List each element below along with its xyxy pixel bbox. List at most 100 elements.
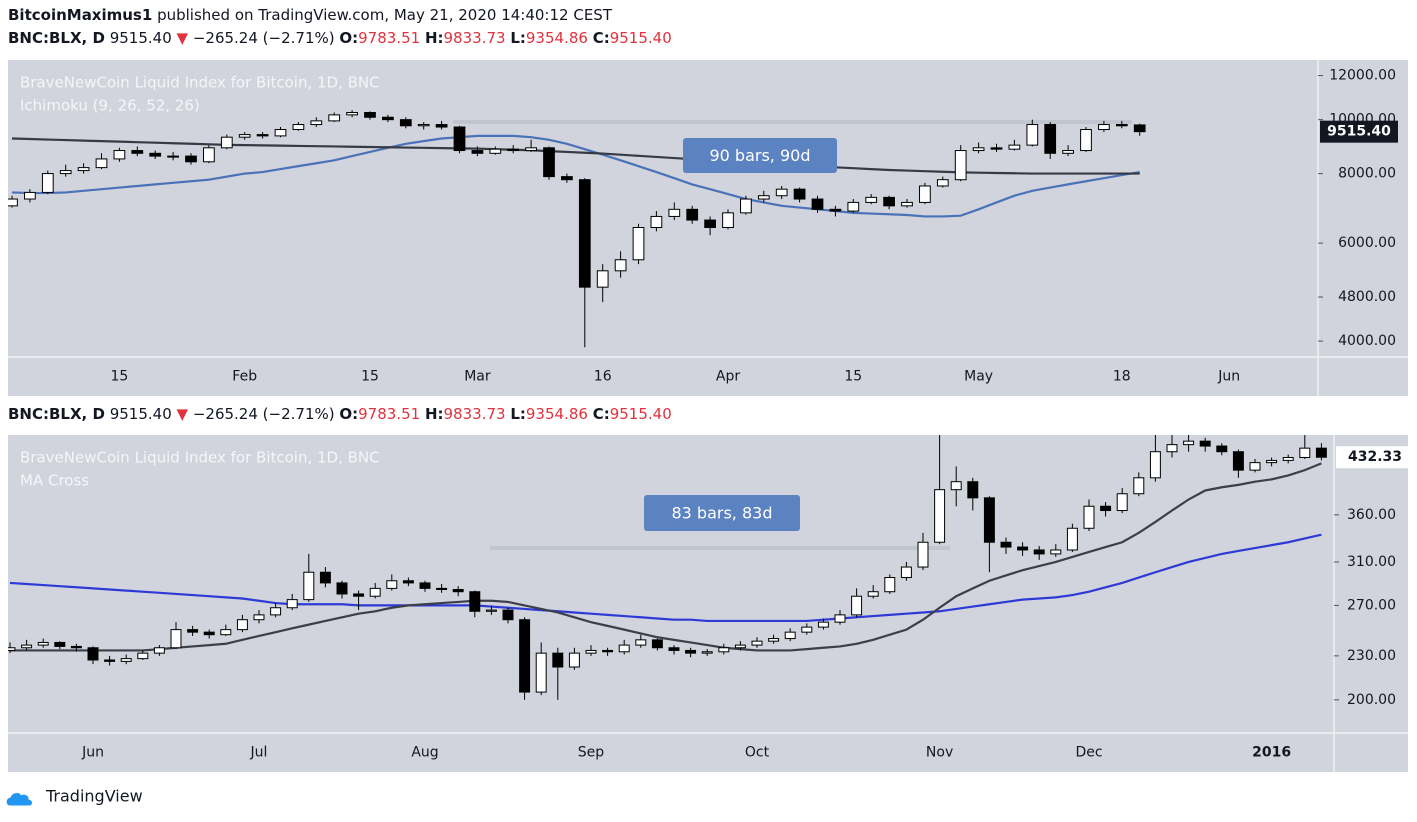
y-tick-label: 310.00 [1347, 554, 1396, 570]
candle-body [543, 147, 555, 178]
candle-body [801, 626, 813, 633]
candle-body [417, 124, 430, 127]
candle-body [303, 571, 315, 601]
candle-body [336, 582, 348, 595]
candle-body [829, 208, 842, 212]
candle-body [701, 651, 713, 654]
candle-body [203, 147, 215, 163]
x-tick-label: May [964, 369, 993, 385]
candle-body [950, 481, 962, 491]
l-label: L: [510, 405, 526, 423]
last: 9515.40 [109, 405, 172, 423]
candle-body [1149, 451, 1161, 479]
symbol-line: BNC:BLX, D 9515.40 ▼ −265.24 (−2.71%) O:… [8, 29, 672, 47]
candle-body [369, 587, 381, 597]
candle-body [21, 644, 33, 649]
x-tick-label: Dec [1075, 745, 1102, 761]
panel-title: BraveNewCoin Liquid Index for Bitcoin, 1… [20, 449, 380, 467]
candle-body [149, 152, 162, 157]
candle-body [59, 170, 72, 175]
x-tick-label: Oct [745, 745, 770, 761]
h-label: H: [424, 29, 444, 47]
candle-body [668, 647, 680, 651]
candle-body [220, 629, 232, 636]
candle-body [113, 150, 126, 160]
candle-body [1033, 549, 1045, 555]
candle-body [635, 639, 647, 646]
candle-body [668, 208, 681, 217]
candle-body [901, 201, 913, 207]
symbol: BNC:BLX, D [8, 29, 105, 47]
plot-area [8, 110, 1146, 348]
candle-body [934, 489, 946, 543]
candle-body [618, 644, 630, 653]
candle-body [614, 259, 627, 272]
candle-body [596, 270, 609, 288]
y-tick-label: 12000.00 [1329, 68, 1396, 84]
candle-body [847, 201, 860, 212]
candle-body [153, 647, 165, 654]
candle-body [137, 652, 149, 660]
candle-body [469, 591, 481, 612]
candle-body [651, 639, 663, 649]
x-tick-label: Mar [464, 369, 491, 385]
y-tick-label: 4000.00 [1338, 333, 1396, 349]
candle-body [734, 644, 746, 649]
candle-body [328, 114, 341, 122]
candle-body [286, 599, 298, 609]
candle-body [1115, 124, 1128, 127]
candle-body [686, 208, 699, 221]
candle-body [900, 566, 912, 579]
last: 9515.40 [109, 29, 172, 47]
candle-body [24, 191, 36, 200]
candle-body [568, 652, 580, 668]
candle-body [310, 120, 323, 126]
candle-body [954, 150, 967, 181]
candle-body [883, 196, 895, 207]
candle-body [170, 629, 182, 649]
candle-body [8, 198, 18, 207]
candle-body [256, 134, 269, 137]
candle-body [346, 112, 358, 116]
last-price-box [1336, 446, 1414, 469]
candle-body [452, 588, 464, 593]
candle-body [751, 640, 763, 646]
candle-body [1232, 451, 1244, 471]
x-tick-label: 18 [1113, 369, 1131, 385]
candle-body [471, 150, 484, 154]
candle-body [41, 173, 54, 193]
y-tick-label: 8000.00 [1338, 166, 1396, 182]
last-price-label: 9515.40 [1327, 124, 1391, 140]
candle-body [8, 647, 16, 651]
c: 9515.40 [609, 29, 672, 47]
candle-body [561, 176, 573, 181]
arrow: ▼ [176, 29, 189, 47]
candle-body [793, 188, 806, 200]
candle-body [507, 148, 520, 152]
candle-body [419, 582, 431, 589]
candle-body [685, 649, 697, 654]
candle-body [704, 219, 716, 229]
last-price-box [1320, 120, 1398, 143]
candle-body [1000, 541, 1012, 548]
candle-body [77, 167, 90, 172]
candle-body [1133, 124, 1146, 133]
candle-body [1100, 505, 1112, 512]
last-price-label: 432.33 [1348, 449, 1402, 465]
candle-body [436, 587, 448, 590]
candle-body [95, 158, 108, 169]
candle-body [1216, 445, 1228, 453]
candle-body [1017, 546, 1029, 551]
candle-body [399, 119, 412, 127]
candle-body [552, 652, 564, 668]
candle-body [120, 658, 132, 662]
ma-line [11, 137, 1140, 175]
candle-body [453, 126, 466, 152]
candle-body [851, 595, 863, 616]
candle-body [1044, 124, 1057, 154]
panel-background [8, 435, 1408, 772]
candle-body [632, 227, 645, 261]
measure-box [683, 138, 837, 173]
candle-body [775, 188, 788, 197]
